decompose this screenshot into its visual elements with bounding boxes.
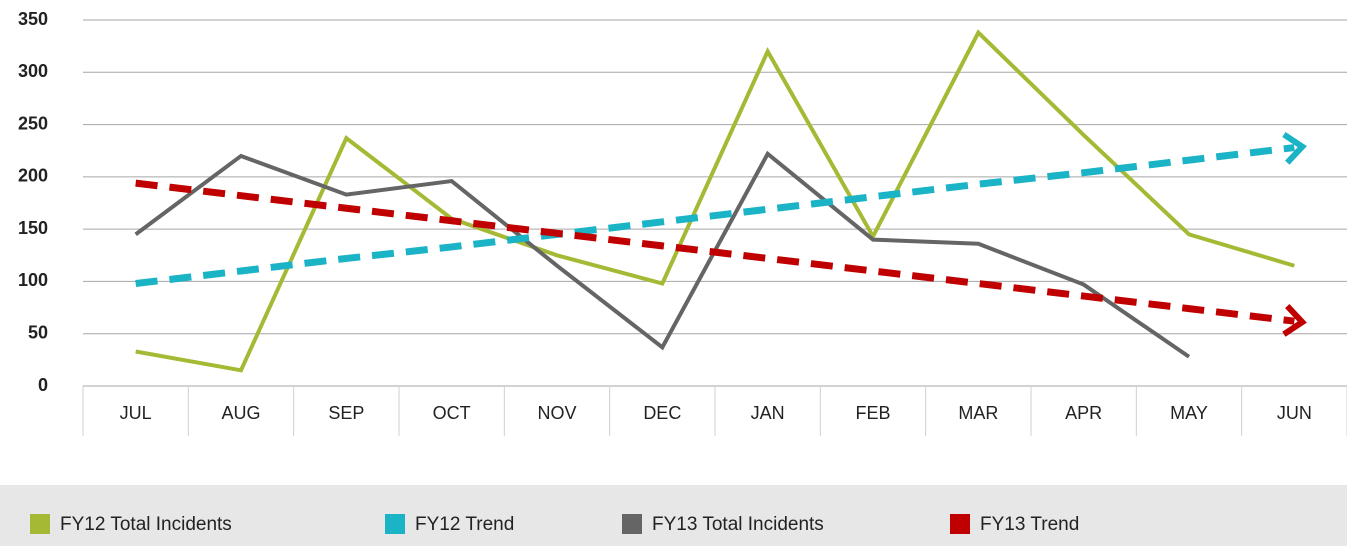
y-tick-label: 350 xyxy=(18,9,48,29)
x-tick-label: NOV xyxy=(537,403,576,423)
arrowhead xyxy=(1282,303,1307,337)
legend-label: FY13 Total Incidents xyxy=(652,514,824,535)
y-tick-label: 150 xyxy=(18,218,48,238)
series-line xyxy=(135,144,1295,287)
x-tick-label: DEC xyxy=(643,403,681,423)
y-tick-label: 300 xyxy=(18,61,48,81)
y-tick-label: 200 xyxy=(18,166,48,186)
y-tick-label: 250 xyxy=(18,113,48,133)
x-tick-label: SEP xyxy=(328,403,364,423)
legend-label: FY12 Trend xyxy=(415,514,514,535)
x-tick-label: MAR xyxy=(958,403,998,423)
legend-swatch xyxy=(950,514,970,534)
legend-swatch xyxy=(622,514,642,534)
x-tick-label: AUG xyxy=(221,403,260,423)
x-tick-label: FEB xyxy=(855,403,890,423)
y-tick-label: 50 xyxy=(28,322,48,342)
legend-label: FY12 Total Incidents xyxy=(60,514,232,535)
x-tick-label: JUL xyxy=(120,403,152,423)
x-tick-label: APR xyxy=(1065,403,1102,423)
x-tick-label: JUN xyxy=(1277,403,1312,423)
x-tick-label: OCT xyxy=(433,403,471,423)
legend-swatch xyxy=(385,514,405,534)
series-line xyxy=(135,29,1295,373)
legend-label: FY13 Trend xyxy=(980,514,1079,535)
series-line xyxy=(135,179,1295,325)
legend-swatch xyxy=(30,514,50,534)
series-line xyxy=(134,150,1191,359)
x-tick-label: JAN xyxy=(751,403,785,423)
y-tick-label: 0 xyxy=(38,375,48,395)
y-tick-label: 100 xyxy=(18,270,48,290)
legend-background xyxy=(0,485,1347,546)
arrowhead xyxy=(1282,132,1307,165)
x-tick-label: MAY xyxy=(1170,403,1208,423)
